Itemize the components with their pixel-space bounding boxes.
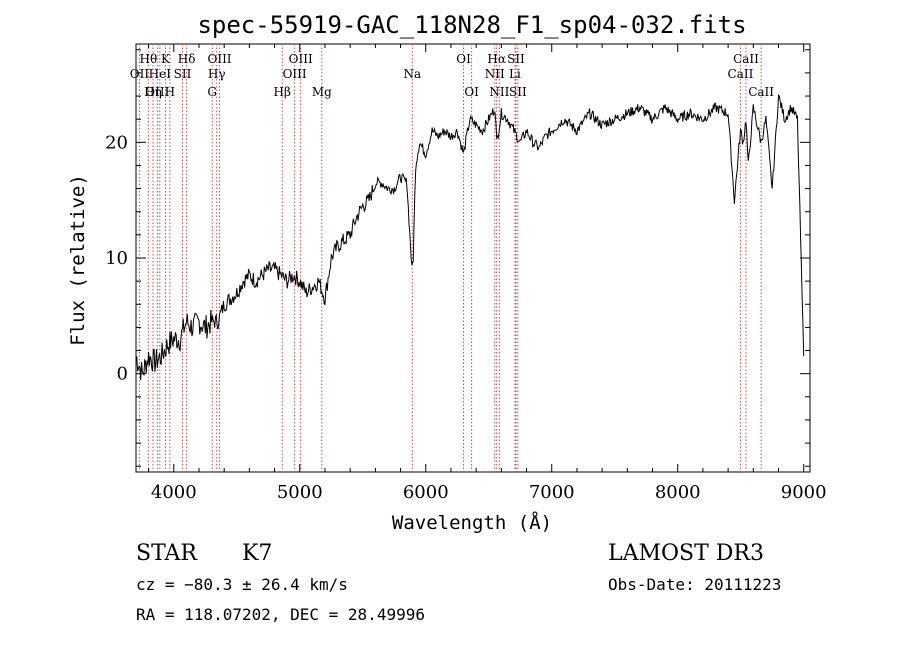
- line-label: SII: [509, 85, 527, 99]
- line-label: OI: [464, 85, 479, 99]
- x-tick-label: 9000: [781, 482, 827, 503]
- obs-date: Obs-Date: 20111223: [608, 575, 781, 594]
- line-label: OII: [130, 67, 150, 81]
- line-label: Hη: [144, 85, 162, 99]
- line-label: SII: [507, 52, 525, 66]
- line-label: OIII: [207, 52, 231, 66]
- line-label: Hθ: [139, 52, 157, 66]
- y-tick-label: 20: [105, 132, 128, 153]
- line-label: Na: [403, 67, 421, 81]
- coordinates: RA = 118.07202, DEC = 28.49996: [136, 605, 425, 624]
- redshift-value: cz = −80.3 ± 26.4 km/s: [136, 575, 348, 594]
- x-tick-label: 4000: [151, 482, 197, 503]
- line-label: CaII: [733, 52, 759, 66]
- chart-title: spec-55919-GAC_118N28_F1_sp04-032.fits: [197, 11, 746, 39]
- line-label: OI: [456, 52, 471, 66]
- line-label: NII: [489, 85, 509, 99]
- x-axis-ticks: 4000 5000 6000 7000 8000 9000: [148, 44, 827, 503]
- x-tick-label: 5000: [277, 482, 323, 503]
- line-label: G: [207, 85, 217, 99]
- line-label: CaII: [728, 67, 754, 81]
- line-markers: [138, 44, 762, 472]
- spectrum-series-line: [135, 93, 805, 381]
- line-label: OIII: [283, 67, 307, 81]
- survey-name: LAMOST DR3: [608, 541, 764, 566]
- line-label: Hδ: [178, 52, 196, 66]
- plot-frame: [135, 43, 811, 473]
- y-axis-label: Flux (relative): [67, 174, 89, 346]
- y-tick-label: 10: [105, 248, 128, 269]
- line-label: HeI: [149, 67, 172, 81]
- line-label: H: [165, 85, 175, 99]
- line-label: CaII: [748, 85, 774, 99]
- line-label: NII: [485, 67, 505, 81]
- line-label: SII: [174, 67, 192, 81]
- x-axis-label: Wavelength (Å): [392, 511, 552, 534]
- line-label: Mg: [312, 85, 332, 99]
- line-label: K: [161, 52, 171, 66]
- line-label: OIII: [145, 85, 169, 99]
- line-label: Hα: [487, 52, 506, 66]
- x-tick-label: 8000: [655, 482, 701, 503]
- x-tick-label: 7000: [529, 482, 575, 503]
- object-subclass: K7: [242, 541, 272, 566]
- line-label: Hγ: [208, 67, 226, 81]
- line-label: Hβ: [274, 85, 291, 99]
- y-axis-ticks: 0 10 20: [105, 49, 810, 467]
- line-label: Li: [509, 67, 521, 81]
- line-label: OIII: [289, 52, 313, 66]
- x-tick-label: 6000: [403, 482, 449, 503]
- y-tick-label: 0: [117, 364, 128, 385]
- object-class: STAR: [136, 541, 198, 566]
